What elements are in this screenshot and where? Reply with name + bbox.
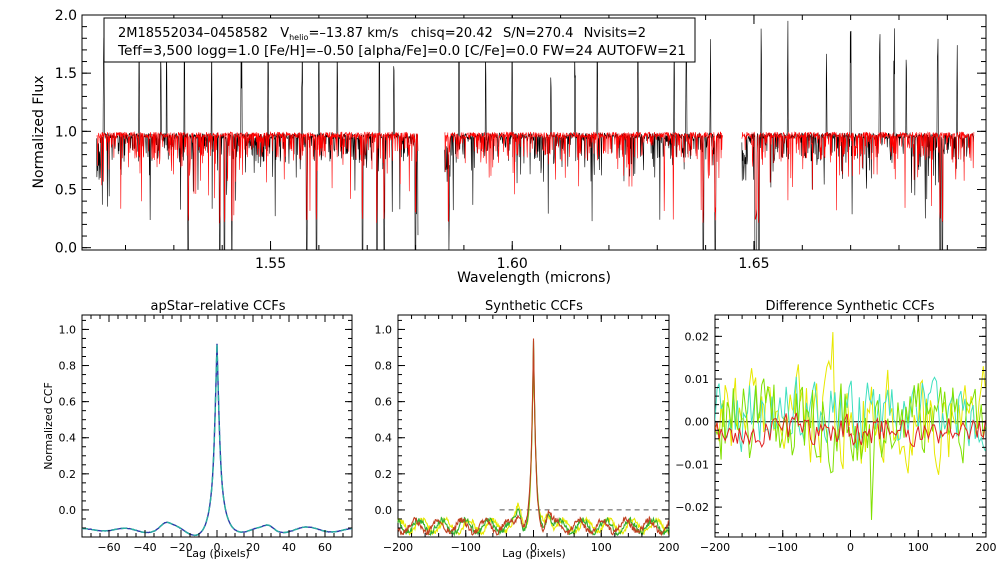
spectrum-frame	[81, 14, 987, 251]
x-tick-label: 1.55	[255, 256, 286, 272]
x-tick-label: 200	[659, 541, 680, 554]
x-tick-label: 1.60	[497, 256, 528, 272]
apstar-ccf-title: apStar–relative CCFs	[151, 299, 286, 314]
spectrum-panel: 1.55 1.60 1.65 0.0 0.5 1.0 1.5 2.0 2M18552034–0…	[31, 8, 987, 286]
y-tick-label: 0.5	[55, 183, 77, 199]
apstar-ccf-line-2	[81, 343, 353, 537]
y-tick-label: −0.02	[675, 501, 709, 514]
chisq-value: chisq=20.42	[411, 26, 493, 41]
vhelio-subscript: helio	[289, 33, 308, 42]
x-tick-label: −200	[383, 541, 413, 554]
apstar-ccf-panel: apStar–relative CCFs −60 −40 −20 0 20 40 60 0.0…	[42, 299, 353, 560]
model-spectrum-line-chip-3	[741, 131, 975, 223]
y-tick-label: 0.2	[375, 468, 393, 481]
y-tick-label: −0.01	[675, 458, 709, 471]
difference-ccf-line-4	[715, 412, 986, 449]
x-tick-label: −40	[133, 541, 156, 554]
spectrum-series	[96, 20, 975, 250]
apstar-ccf-y-axis-label: Normalized CCF	[42, 382, 55, 470]
x-tick-label: 0	[214, 541, 221, 554]
y-tick-label: 0.0	[55, 241, 77, 257]
y-tick-label: 0.02	[685, 330, 710, 343]
spectrum-y-axis-label: Normalized Flux	[31, 76, 47, 189]
difference-ccf-series	[715, 332, 986, 520]
y-tick-label: 0.8	[375, 360, 393, 373]
y-tick-label: 0.0	[375, 504, 393, 517]
stellar-parameters: Teff=3,500 logg=1.0 [Fe/H]=–0.50 [alpha/…	[117, 44, 686, 59]
y-tick-label: 0.6	[375, 396, 393, 409]
y-tick-label: 0.0	[59, 504, 77, 517]
x-tick-label: 100	[908, 541, 929, 554]
y-tick-label: 2.0	[55, 8, 77, 24]
y-tick-label: 0.4	[375, 432, 393, 445]
x-tick-label: −20	[169, 541, 192, 554]
x-tick-label: −60	[97, 541, 120, 554]
difference-ccf-line-1	[715, 332, 986, 475]
vhelio-value: =–13.87 km/s	[308, 26, 398, 41]
y-tick-label: 0.00	[685, 416, 710, 429]
apstar-ccf-line-1	[81, 343, 353, 537]
y-tick-label: 1.0	[59, 323, 77, 336]
x-tick-label: 20	[246, 541, 260, 554]
spectrum-info-box	[103, 17, 696, 63]
difference-ccf-line-3	[715, 378, 986, 520]
model-spectrum-line-chip-1	[96, 131, 419, 224]
synthetic-ccf-x-axis-label: Lag (pixels)	[502, 547, 566, 560]
x-tick-label: −100	[451, 541, 481, 554]
apstar-ccf-series	[81, 343, 353, 537]
difference-ccf-panel: Difference Synthetic CCFs −200 −100 0 100 20…	[675, 299, 996, 554]
model-spectrum-line-chip-2	[444, 131, 723, 223]
spectrum-x-axis-label: Wavelength (microns)	[457, 270, 611, 286]
x-tick-label: −200	[700, 541, 730, 554]
y-tick-label: 0.2	[59, 468, 77, 481]
star-id: 2M18552034–0458582	[118, 26, 268, 41]
synthetic-ccf-panel: Synthetic CCFs −200 −100 0 100 200 0.0 0.2 0.4 0…	[375, 299, 680, 560]
y-tick-label: 1.0	[375, 323, 393, 336]
spectrum-info-line1: 2M18552034–0458582 Vhelio=–13.87 km/s ch…	[118, 26, 646, 42]
vhelio-prefix: V	[280, 26, 289, 41]
y-tick-label: 0.8	[59, 360, 77, 373]
synthetic-ccf-series	[397, 338, 670, 537]
synthetic-ccf-ticks: −200 −100 0 100 200 0.0 0.2 0.4 0.6 0.8 1.0	[375, 315, 680, 554]
x-tick-label: 0	[530, 541, 537, 554]
synthetic-ccf-title: Synthetic CCFs	[485, 299, 583, 314]
y-tick-label: 0.6	[59, 396, 77, 409]
apstar-ccf-x-axis-label: Lag (pixels)	[186, 547, 250, 560]
y-tick-label: 0.4	[59, 432, 77, 445]
sn-value: S/N=270.4	[503, 26, 573, 41]
synthetic-ccf-line-3	[397, 338, 670, 537]
nvisits-value: Nvisits=2	[584, 26, 646, 41]
apstar-ccf-ticks: −60 −40 −20 0 20 40 60 0.0 0.2 0.4 0.6 0.8 1.0	[59, 315, 353, 554]
x-tick-label: 100	[591, 541, 612, 554]
x-tick-label: 0	[847, 541, 854, 554]
difference-ccf-ticks: −200 −100 0 100 200 −0.02 −0.01 0.00 0.01 0.02	[675, 315, 997, 554]
x-tick-label: 1.65	[738, 256, 769, 272]
y-tick-label: 1.5	[55, 66, 77, 82]
x-tick-label: −100	[768, 541, 798, 554]
y-tick-label: 0.01	[685, 373, 710, 386]
x-tick-label: 200	[976, 541, 997, 554]
difference-ccf-title: Difference Synthetic CCFs	[765, 299, 934, 314]
x-tick-label: 40	[282, 541, 296, 554]
y-tick-label: 1.0	[55, 124, 77, 140]
x-tick-label: 60	[318, 541, 332, 554]
